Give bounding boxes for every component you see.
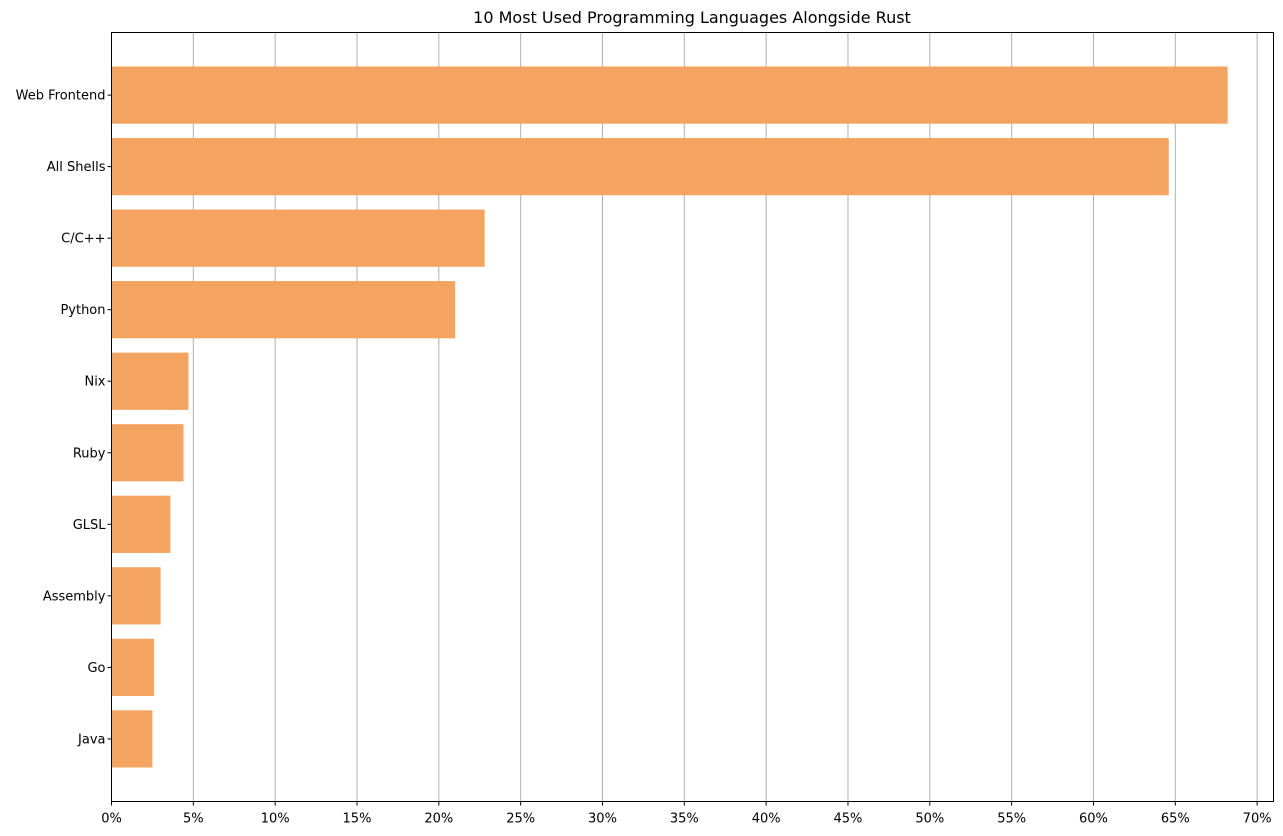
y-tick-label: GLSL: [73, 518, 107, 533]
y-axis-ticks: Web Frontend All Shells C/C++ Python Nix Ruby…: [16, 89, 112, 747]
x-tick-label: 30%: [588, 812, 617, 827]
x-tick-label: 50%: [915, 812, 944, 827]
bars: [111, 66, 1228, 768]
x-tick-label: 10%: [261, 812, 290, 827]
y-tick-label: Python: [60, 303, 105, 318]
bar: [111, 424, 184, 482]
x-tick-label: 55%: [997, 812, 1026, 827]
x-tick-label: 40%: [752, 812, 781, 827]
y-tick-label: C/C++: [61, 232, 105, 247]
x-tick-label: 70%: [1243, 812, 1272, 827]
bar: [111, 66, 1228, 124]
bar: [111, 281, 456, 339]
x-tick-label: 25%: [506, 812, 535, 827]
y-tick-label: Go: [87, 661, 105, 676]
x-axis-ticks: 0% 5% 10% 15% 20% 25% 30% 35% 40% 45% 50% 55% 60% 65%…: [101, 801, 1272, 827]
x-tick-label: 15%: [343, 812, 372, 827]
bar: [111, 638, 155, 696]
bar: [111, 567, 161, 625]
y-tick-label: Web Frontend: [16, 89, 106, 104]
x-tick-label: 0%: [101, 812, 122, 827]
y-tick-label: Assembly: [43, 589, 106, 604]
x-tick-label: 20%: [424, 812, 453, 827]
bar: [111, 352, 189, 410]
chart-title: 10 Most Used Programming Languages Along…: [473, 8, 911, 27]
bar: [111, 209, 485, 267]
y-tick-label: All Shells: [47, 160, 106, 175]
y-tick-label: Ruby: [73, 446, 106, 461]
bar: [111, 138, 1169, 196]
x-tick-label: 5%: [183, 812, 204, 827]
x-tick-label: 60%: [1079, 812, 1108, 827]
x-tick-label: 45%: [834, 812, 863, 827]
x-tick-label: 35%: [670, 812, 699, 827]
plot-frame: [111, 32, 1274, 802]
bar: [111, 710, 153, 768]
bar: [111, 495, 171, 553]
y-tick-label: Java: [77, 732, 105, 747]
x-tick-label: 65%: [1161, 812, 1190, 827]
y-tick-label: Nix: [84, 375, 105, 390]
